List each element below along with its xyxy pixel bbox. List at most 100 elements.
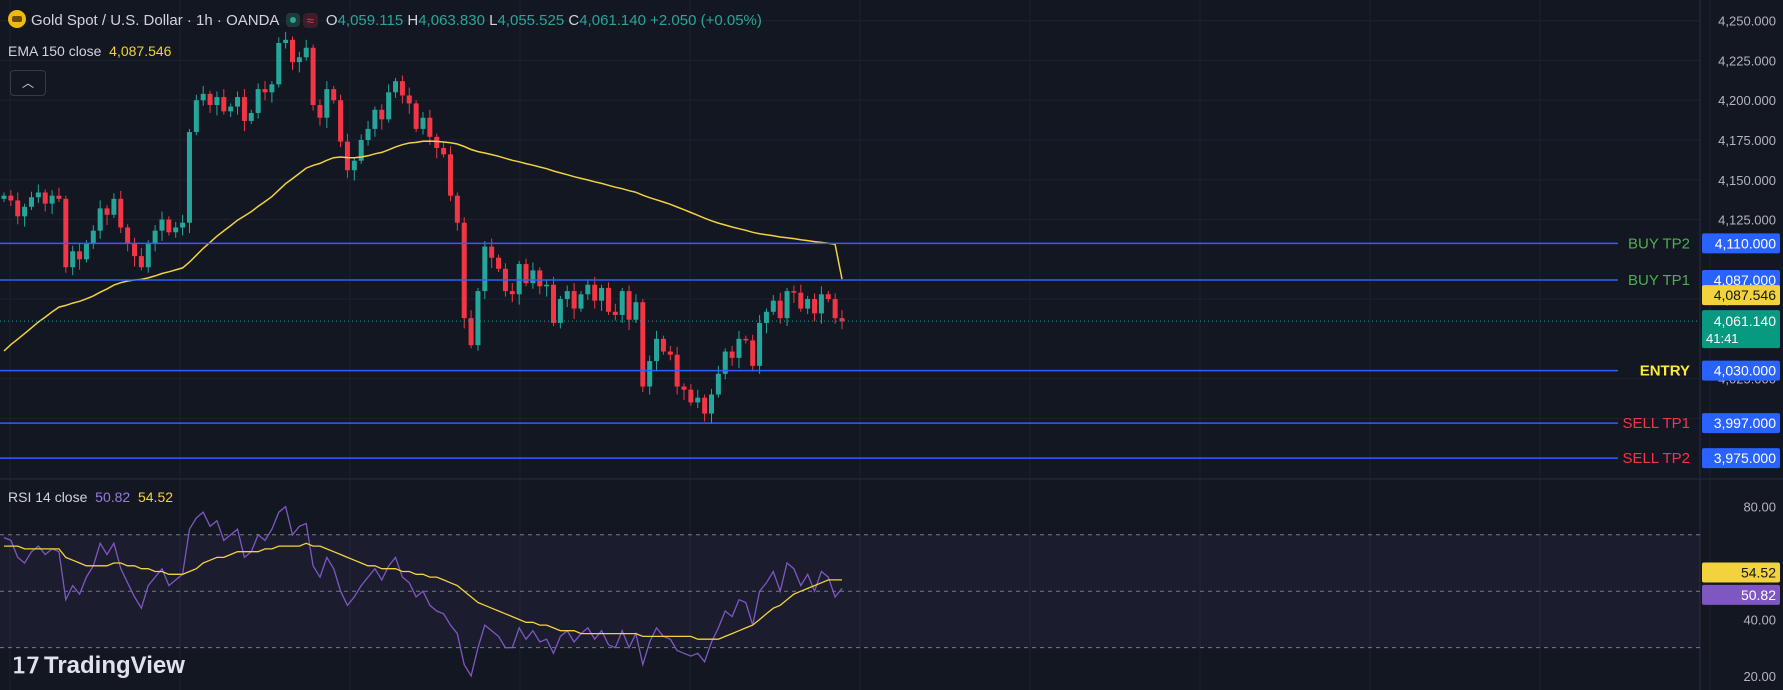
candle-body [324, 89, 330, 118]
candle-body [633, 302, 639, 320]
candle-body [640, 302, 646, 387]
candle-body [427, 117, 433, 137]
candle-body [111, 198, 117, 215]
candle-body [235, 97, 241, 107]
candle-body [351, 160, 357, 171]
open-value: 4,059.115 [337, 12, 404, 29]
candle-body [812, 299, 818, 314]
level-label: BUY TP2 [1628, 235, 1690, 252]
candle-body [654, 338, 660, 362]
gold-coin-icon [8, 10, 26, 28]
ema-value: 4,087.546 [109, 43, 172, 59]
candle-body [763, 311, 769, 323]
symbol-legend: Gold Spot / U.S. Dollar · 1h · OANDA ≈ O4… [8, 10, 762, 29]
open-label: O [325, 12, 338, 29]
candle-body [338, 100, 344, 142]
current-price-tag: 4,061.140 [1714, 313, 1776, 329]
candle-body [289, 39, 295, 63]
candle-body [530, 270, 536, 284]
price-tick-label: 4,250.000 [1718, 14, 1776, 29]
candle-body [97, 208, 103, 231]
candle-body [578, 294, 584, 309]
candle-body [276, 42, 282, 85]
level-label: SELL TP1 [1622, 415, 1690, 432]
ema-price-tag-bg [1702, 285, 1780, 306]
rsi-value: 50.82 [95, 489, 131, 505]
collapse-legend-button[interactable]: ︿ [10, 70, 46, 96]
candle-body [660, 338, 666, 352]
candle-body [757, 322, 763, 366]
candle-body [8, 195, 14, 201]
candle-body [544, 284, 550, 287]
candle-body [551, 284, 557, 323]
level-label: BUY TP1 [1628, 272, 1690, 289]
low-value: 4,055.525 [497, 12, 565, 29]
rsi-ma-value: 54.52 [137, 489, 174, 505]
candle-body [145, 243, 151, 268]
candle-body [564, 291, 570, 300]
rsi-legend[interactable]: RSI 14 close 50.82 54.52 [8, 489, 173, 505]
candle-body [159, 219, 165, 231]
candle-body [49, 195, 55, 204]
candle-body [805, 299, 811, 309]
candle-body [413, 103, 419, 129]
candle-body [166, 219, 172, 233]
symbol-title: Gold Spot / U.S. Dollar · 1h · OANDA [31, 12, 279, 29]
close-value: 4,061.140 [579, 12, 646, 29]
market-status-icon[interactable] [285, 13, 300, 27]
candle-body [537, 270, 543, 287]
level-label: ENTRY [1640, 363, 1690, 380]
candle-body [296, 57, 302, 63]
candle-body [173, 227, 179, 233]
candle-body [454, 195, 460, 223]
candle-body [489, 246, 495, 258]
level-price-tag: 4,030.000 [1714, 363, 1776, 379]
candle-body [255, 89, 261, 113]
rsi-ma-tag-bg [1702, 562, 1780, 583]
price-tick-label: 4,150.000 [1718, 173, 1776, 188]
candle-body [798, 292, 804, 309]
candle-body [221, 97, 227, 112]
candle-body [358, 140, 364, 161]
candle-body [372, 109, 378, 129]
candle-body [83, 243, 89, 260]
candle-body [708, 394, 714, 414]
candle-body [70, 251, 76, 268]
candle-body [557, 299, 563, 323]
ema-legend[interactable]: EMA 150 close 4,087.546 [8, 43, 171, 59]
rsi-value-tag: 50.82 [1741, 587, 1776, 603]
rsi-ma-tag: 54.52 [1741, 564, 1776, 580]
low-label: L [489, 12, 498, 29]
price-tick-label: 4,175.000 [1718, 133, 1776, 148]
candle-body [214, 97, 220, 106]
candle-body [365, 128, 371, 141]
candle-body [695, 397, 701, 403]
candle-body [90, 230, 96, 244]
candle-body [331, 89, 337, 101]
rsi-ma-line [4, 542, 842, 640]
candle-body [441, 147, 447, 155]
candle-body [482, 246, 488, 292]
candle-body [605, 287, 611, 312]
candle-body [241, 97, 247, 121]
candle-body [839, 318, 845, 322]
candle-body [77, 251, 83, 260]
ema-150-line [3, 140, 843, 352]
branding-text: TradingView [44, 652, 185, 679]
candle-body [193, 100, 199, 133]
rsi-tick-label: 40.00 [1743, 612, 1776, 627]
candle-body [104, 208, 110, 215]
candle-body [702, 397, 708, 414]
candle-body [283, 39, 289, 43]
candle-body [379, 109, 385, 120]
candle-body [770, 300, 776, 312]
candle-body [125, 227, 131, 244]
high-label: H [407, 12, 419, 29]
close-label: C [568, 12, 580, 29]
wave-icon[interactable]: ≈ [302, 13, 318, 28]
candle-body [434, 136, 440, 148]
tradingview-logo[interactable]: 𝟣𝟩 TradingView [12, 652, 185, 680]
candle-body [516, 264, 522, 295]
level-price-tag: 3,975.000 [1714, 450, 1776, 466]
